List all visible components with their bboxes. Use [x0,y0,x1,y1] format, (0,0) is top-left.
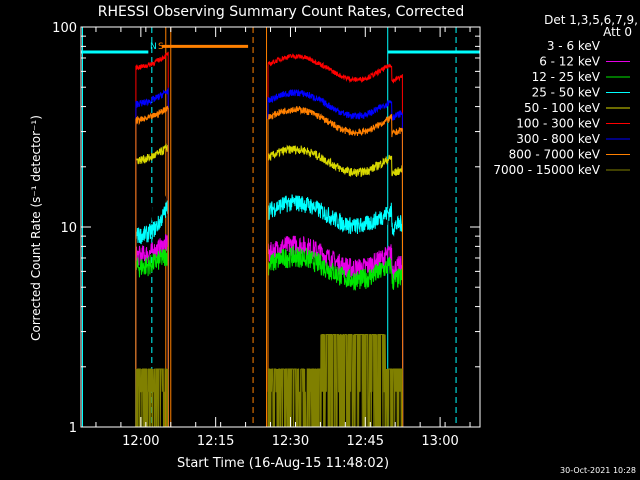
legend-entry-label: 800 - 7000 keV [509,148,601,162]
y-axis-label: Corrected Count Rate (s⁻¹ detector⁻¹) [29,115,43,341]
legend-entry-label: 300 - 800 keV [516,132,600,146]
series-trace [267,53,404,428]
y-tick-label: 100 [52,21,77,36]
legend-entry-label: 6 - 12 keV [539,55,601,69]
x-axis-label: Start Time (16-Aug-15 11:48:02) [177,456,389,471]
x-tick-label: 12:45 [347,434,384,449]
flag-annotation: N [150,42,157,52]
x-tick-label: 12:15 [197,434,234,449]
x-tick-label: 12:30 [272,434,309,449]
series-trace [267,106,404,428]
x-tick-label: 12:00 [122,434,159,449]
legend: Det 1,3,5,6,7,9,Att 03 - 6 keV 6 - 12 keV… [493,13,638,177]
y-tick-label: 10 [60,221,77,236]
series-trace [135,105,169,428]
legend-entry-label: 25 - 50 keV [532,86,601,100]
series-trace [135,234,169,428]
footer-date: 30-Oct-2021 10:28 [560,466,636,475]
series-trace [267,89,404,428]
legend-header: Att 0 [603,25,632,39]
legend-entry-label: 7000 - 15000 keV [493,163,600,177]
x-tick-label: 13:00 [421,434,458,449]
series-trace [135,87,169,428]
series-trace [267,245,404,428]
series-trace [135,200,169,428]
series-trace [135,51,169,428]
legend-header: Det 1,3,5,6,7,9, [544,13,638,27]
axes: 1 10 100 12:00 12:15 12:30 12:45 13:00 [52,21,480,449]
series-trace-7000-15000 [135,368,169,428]
flag-annotation: S [158,42,164,52]
legend-entry-label: 3 - 6 keV [547,39,601,53]
legend-entry-label: 12 - 25 keV [532,70,601,84]
y-tick-label: 1 [69,421,77,436]
series-trace [267,144,404,428]
series-trace [267,194,404,428]
legend-entry-label: 100 - 300 keV [516,117,600,131]
legend-entry-label: 50 - 100 keV [524,101,601,115]
series-trace [135,246,169,428]
series-trace [135,143,169,428]
chart-title: RHESSI Observing Summary Count Rates, Co… [98,4,464,20]
